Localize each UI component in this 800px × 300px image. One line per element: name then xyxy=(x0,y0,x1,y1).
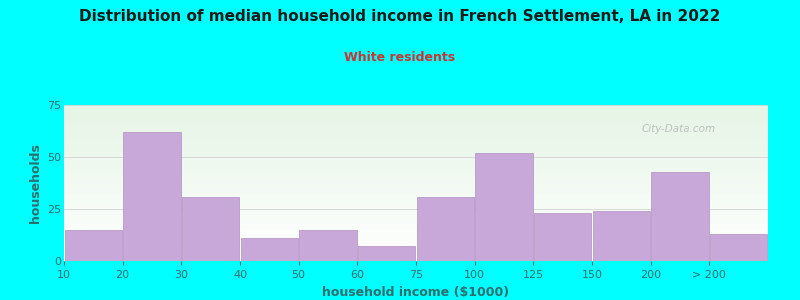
Bar xyxy=(417,196,474,261)
X-axis label: household income ($1000): household income ($1000) xyxy=(322,286,510,298)
Text: White residents: White residents xyxy=(345,51,455,64)
Bar xyxy=(241,238,298,261)
Bar xyxy=(182,196,239,261)
Bar xyxy=(651,172,709,261)
Bar xyxy=(65,230,122,261)
Bar xyxy=(593,211,650,261)
Bar xyxy=(358,246,415,261)
Y-axis label: households: households xyxy=(29,143,42,223)
Bar xyxy=(299,230,357,261)
Bar xyxy=(123,132,181,261)
Text: Distribution of median household income in French Settlement, LA in 2022: Distribution of median household income … xyxy=(79,9,721,24)
Bar xyxy=(710,234,767,261)
Bar xyxy=(534,213,591,261)
Bar xyxy=(475,153,533,261)
Text: City-Data.com: City-Data.com xyxy=(642,124,715,134)
